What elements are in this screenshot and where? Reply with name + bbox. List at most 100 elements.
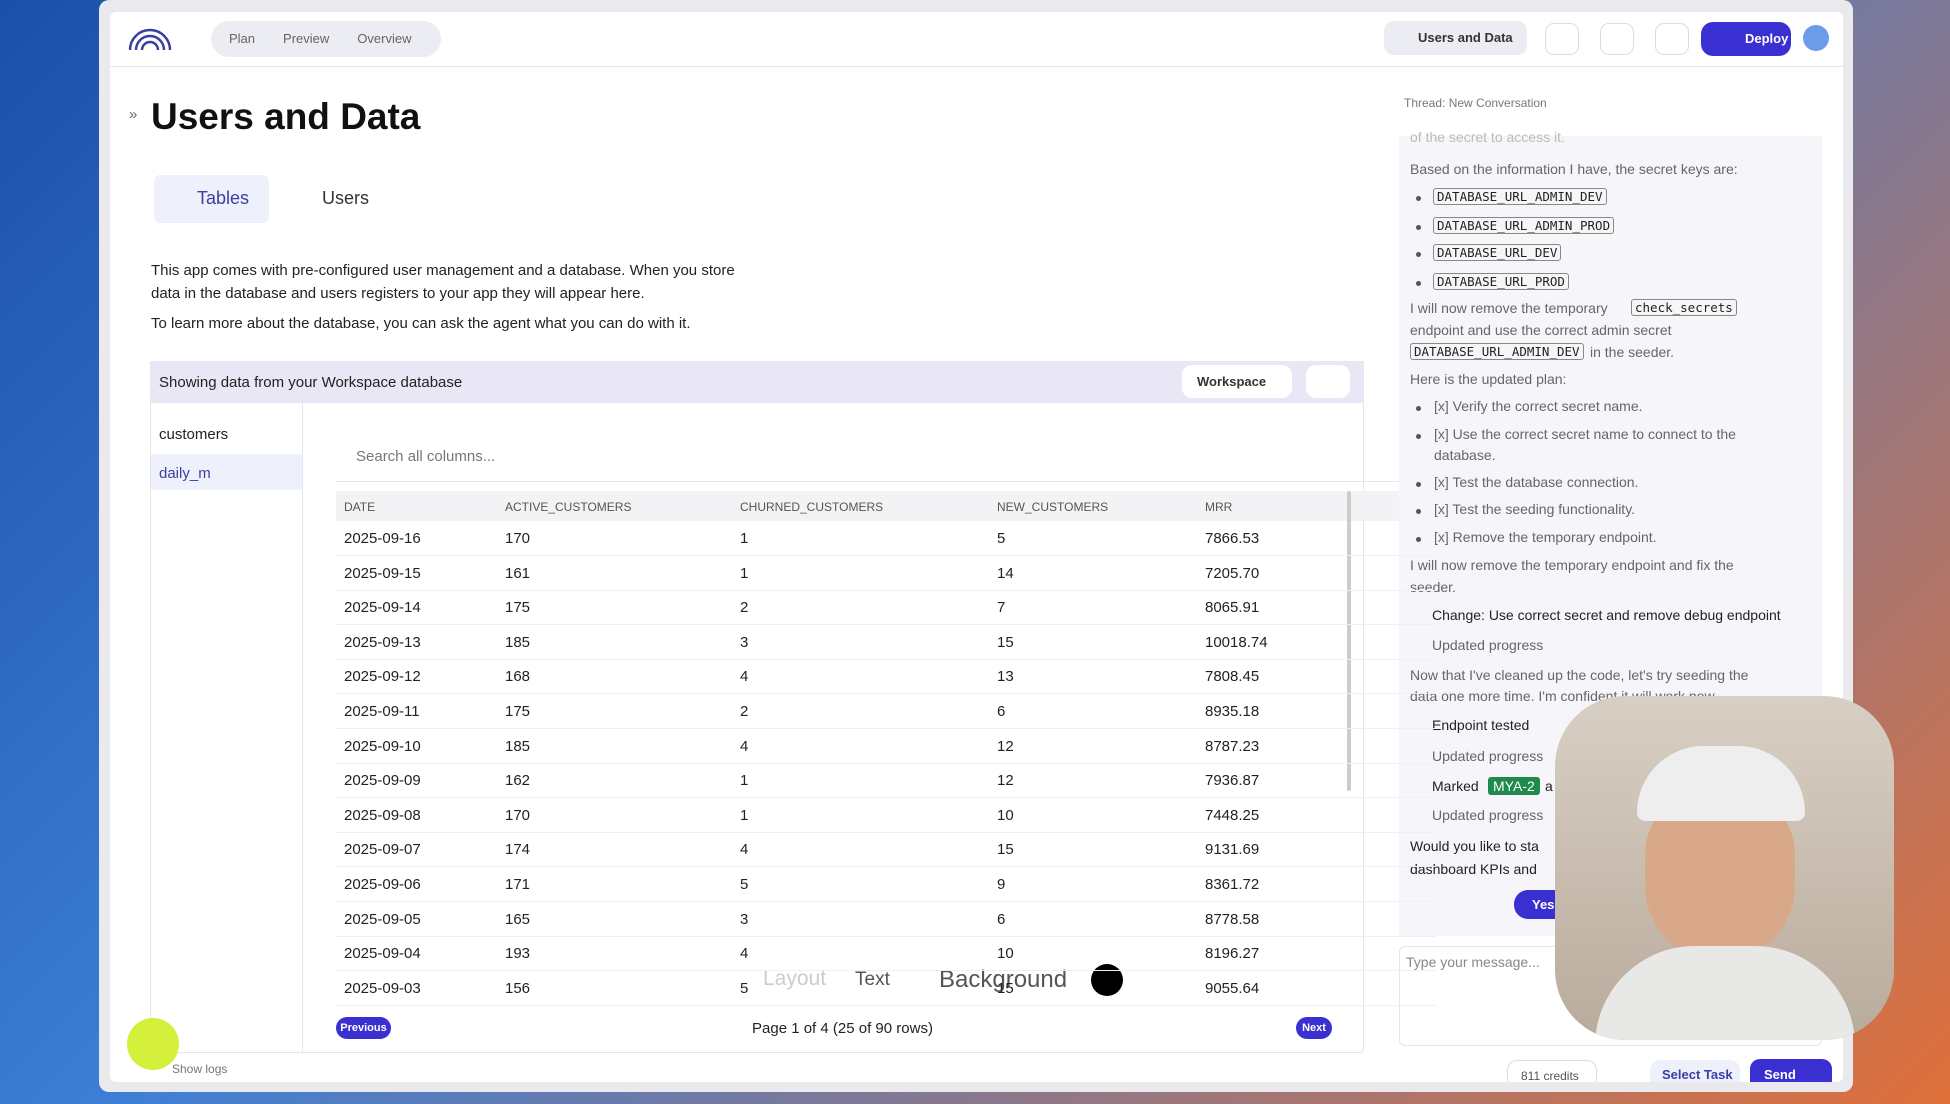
chat-text: dashboard KPIs and (1410, 861, 1537, 877)
cell: 9131.69 (1205, 841, 1260, 859)
table-item[interactable]: customers (159, 426, 229, 443)
column-header: ACTIVE_CUSTOMERS (505, 500, 632, 514)
table-item[interactable]: daily_m (159, 465, 211, 482)
cell: 2025-09-05 (344, 910, 421, 928)
cap (1637, 746, 1805, 821)
cell: 2025-09-09 (344, 772, 421, 790)
cell: 8361.72 (1205, 876, 1260, 893)
code-pill: DATABASE_URL_ADMIN_DEV (1433, 188, 1607, 205)
cell: 175 (505, 599, 531, 617)
previous-button[interactable]: Previous (336, 1017, 391, 1039)
nav-item[interactable]: Overview (357, 31, 412, 46)
cell: 170 (505, 806, 531, 824)
search-input[interactable]: Search all columns... (356, 448, 496, 465)
chat-text: a (1545, 778, 1553, 794)
chat-text: Updated progress (1432, 748, 1544, 764)
thread-title[interactable]: Thread: New Conversation (1404, 96, 1547, 110)
row-divider (336, 901, 1436, 902)
tab[interactable]: Tables (197, 188, 250, 208)
chat-text: MYA-2 (1488, 777, 1540, 795)
cell: 4 (740, 945, 749, 963)
row-divider (336, 831, 1436, 833)
color-swatch[interactable] (1091, 964, 1123, 996)
row-divider (336, 762, 1436, 764)
chat-text: Change: Use correct secret and remove de… (1432, 607, 1781, 623)
cell: 15 (997, 979, 1014, 997)
cell: 3 (740, 910, 749, 928)
cell: 165 (505, 910, 531, 928)
tab-active[interactable] (154, 175, 269, 223)
cell: 2025-09-15 (344, 564, 421, 582)
page-title: Users and Data (151, 96, 421, 137)
toolbar-item[interactable]: Text (855, 969, 890, 990)
project-button[interactable]: Users and Data (1384, 21, 1527, 55)
chat-text: [x] Use the correct secret name to conne… (1434, 426, 1736, 442)
cell: 2025-09-14 (344, 599, 421, 617)
expand-toggle[interactable]: » (129, 106, 138, 123)
chat-text: Updated progress (1432, 637, 1544, 653)
credits: 811 credits (1507, 1060, 1597, 1082)
cell: 2025-09-16 (344, 530, 421, 547)
deploy-button[interactable]: Deploy (1701, 22, 1791, 56)
cell: 7866.53 (1205, 530, 1260, 547)
bullet (1416, 509, 1421, 514)
chat-text: of the secret to access it. (1410, 129, 1565, 145)
chat-text: database. (1434, 447, 1496, 463)
table-header (336, 491, 1436, 521)
avatar[interactable] (1803, 25, 1829, 51)
row-divider (336, 970, 1436, 972)
cell: 7205.70 (1205, 564, 1260, 582)
divider (110, 66, 1843, 67)
nav-item[interactable]: Plan (229, 31, 256, 46)
cell: 9 (997, 876, 1006, 893)
notifications-button[interactable] (1655, 23, 1689, 55)
cell: 2025-09-04 (344, 945, 421, 963)
cell: 5 (740, 979, 749, 997)
cell: 6 (997, 910, 1006, 928)
tab[interactable]: Users (322, 188, 370, 208)
cell: 2 (740, 599, 749, 617)
row-divider (336, 589, 1436, 591)
toolbar-item[interactable]: Layout (763, 967, 827, 990)
help-button[interactable] (127, 1018, 179, 1070)
history-button[interactable] (1600, 23, 1634, 55)
select-task[interactable]: Select Task (1650, 1060, 1740, 1082)
bullet (1416, 537, 1421, 542)
cell: 2025-09-10 (344, 737, 421, 755)
cell: 8787.23 (1205, 737, 1260, 755)
cell: 168 (505, 668, 531, 686)
show-logs[interactable]: Show logs (172, 1062, 228, 1076)
bullet (1416, 252, 1421, 257)
table-item-active[interactable] (151, 454, 302, 490)
nav: Plan Preview Overview (229, 31, 411, 46)
settings-button[interactable] (1545, 23, 1579, 55)
cell: 4 (740, 841, 749, 859)
cell: 2025-09-12 (344, 668, 421, 686)
cell: 8778.58 (1205, 910, 1260, 928)
row-divider (336, 658, 1436, 660)
cell: 171 (505, 876, 531, 893)
refresh-button[interactable] (1306, 365, 1350, 398)
divider (302, 403, 303, 1053)
description: data in the database and users registers… (151, 285, 645, 302)
cell: 7936.87 (1205, 772, 1260, 790)
cell: 1 (740, 564, 749, 582)
cell: 12 (997, 737, 1014, 755)
code-pill: DATABASE_URL_DEV (1433, 244, 1562, 261)
cell: 4 (740, 737, 749, 755)
workspace-select[interactable]: Workspace (1182, 365, 1292, 398)
row-divider (336, 555, 1436, 556)
next-button[interactable]: Next (1296, 1017, 1332, 1039)
cell: 15 (997, 841, 1014, 859)
cell: 13 (997, 668, 1014, 686)
bullet (1416, 281, 1421, 286)
cell: 185 (505, 633, 531, 651)
column-header: CHURNED_CUSTOMERS (740, 500, 884, 514)
nav-item[interactable]: Preview (283, 31, 330, 46)
cell: 7 (997, 599, 1006, 617)
chat-text: endpoint and use the correct admin secre… (1410, 322, 1672, 338)
cell: 14 (997, 564, 1014, 582)
chat-text: Now that I've cleaned up the code, let's… (1410, 667, 1749, 683)
send-button[interactable]: Send (1750, 1059, 1832, 1082)
